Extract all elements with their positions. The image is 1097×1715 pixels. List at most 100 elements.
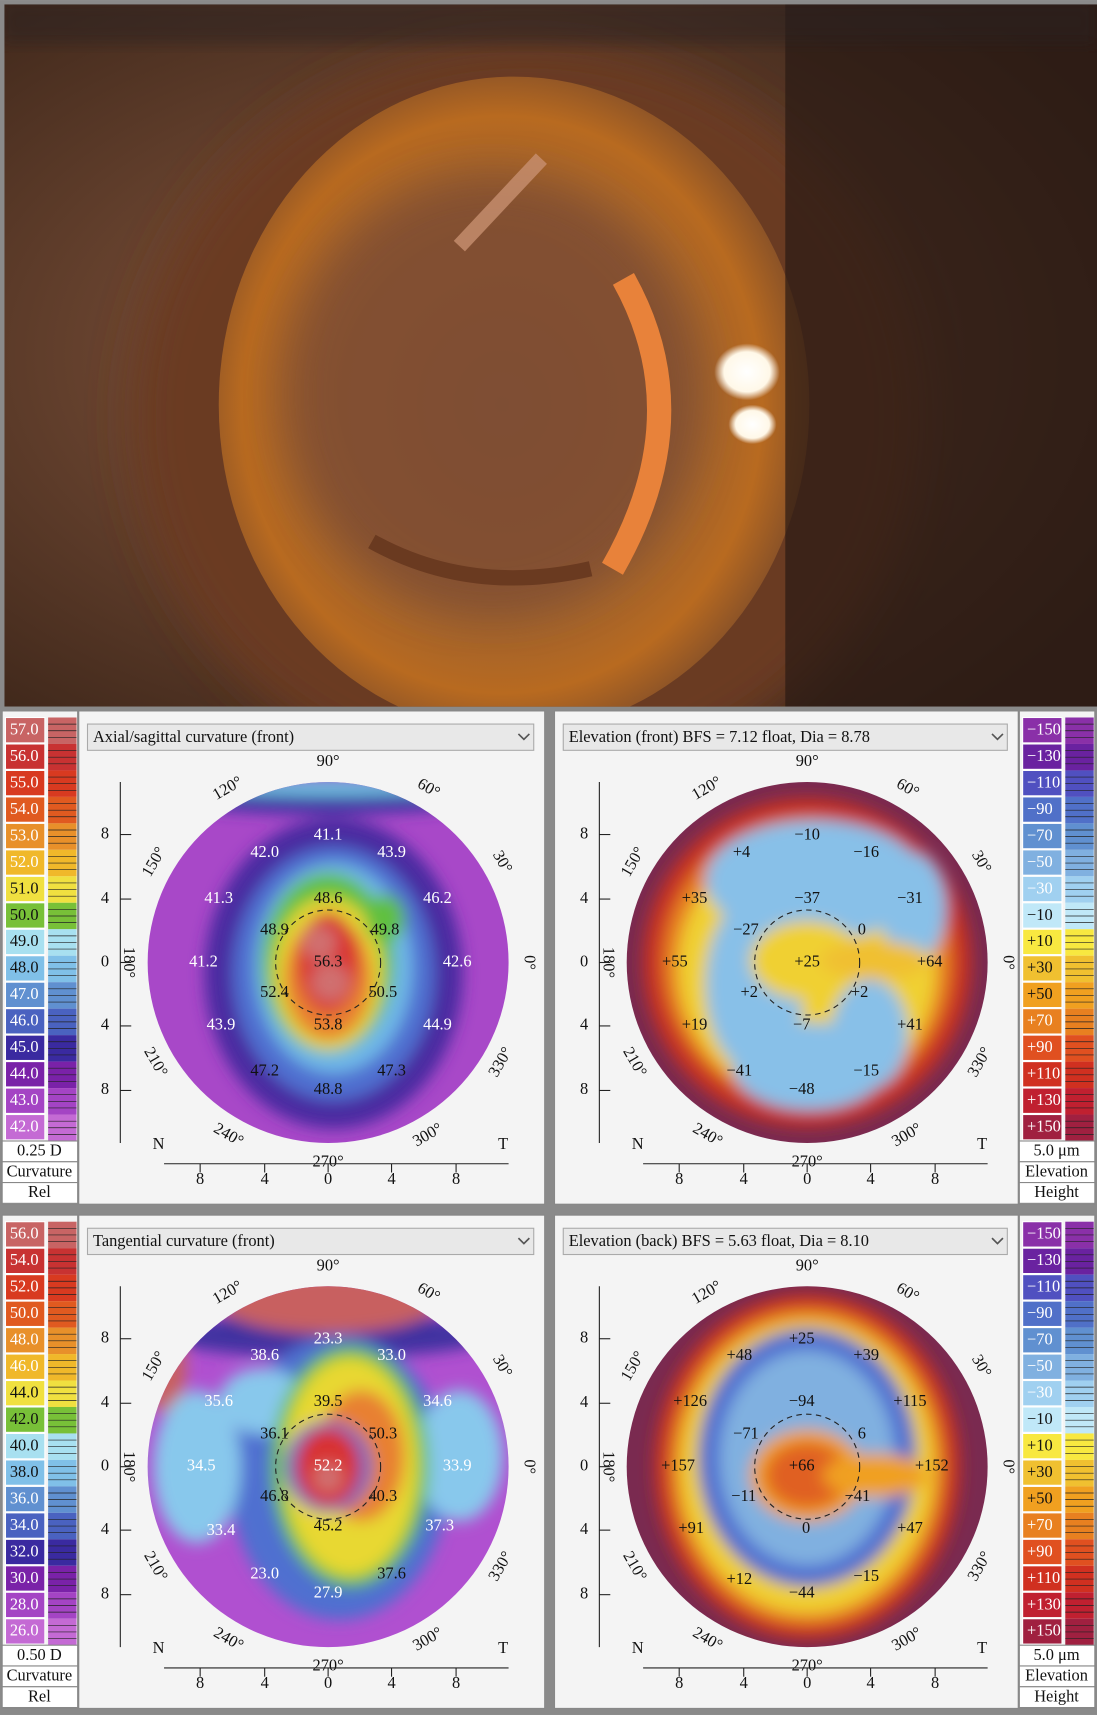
map-value: −15 — [853, 1566, 879, 1585]
nasal-label: N — [632, 1638, 644, 1657]
y-axis-label: 8 — [101, 1328, 109, 1347]
y-axis-label: 4 — [101, 1015, 109, 1034]
map-type-dropdown[interactable]: Elevation (back) BFS = 5.63 float, Dia =… — [563, 1228, 1007, 1254]
nasal-label: N — [153, 1638, 165, 1657]
x-axis-label: 0 — [803, 1673, 811, 1692]
map-value: 0 — [858, 920, 866, 939]
map-value: 23.0 — [250, 1564, 279, 1583]
map-value: −31 — [897, 888, 923, 907]
scale-label: 47.0 — [10, 984, 39, 1003]
scale-label: 28.0 — [10, 1594, 39, 1613]
scale-label: 44.0 — [10, 1383, 39, 1402]
scale-info: Curvature — [7, 1161, 73, 1180]
color-scale: −150−130−110−90−70−50−30−10+10+30+50+70+… — [1019, 711, 1094, 1204]
map-value: 47.2 — [250, 1061, 279, 1080]
scale-label: +90 — [1027, 1037, 1053, 1056]
scale-info: Rel — [28, 1686, 51, 1705]
scale-label: 32.0 — [10, 1541, 39, 1560]
map-value: −71 — [733, 1424, 759, 1443]
angle-label: 90° — [796, 1255, 819, 1274]
map-value: −48 — [789, 1079, 815, 1098]
nasal-label: N — [632, 1134, 644, 1153]
map-value: +25 — [794, 951, 820, 970]
scale-label: 40.0 — [10, 1435, 39, 1454]
panel: Elevation (back) BFS = 5.63 float, Dia =… — [555, 1215, 1095, 1708]
scale-label: 49.0 — [10, 931, 39, 950]
angle-label: 0° — [521, 1459, 540, 1474]
map-value: +55 — [662, 951, 688, 970]
scale-label: 55.0 — [10, 772, 39, 791]
map-value: 35.6 — [204, 1391, 233, 1410]
scale-label: 44.0 — [10, 1064, 39, 1083]
map-value: +2 — [740, 982, 757, 1001]
map-value: +91 — [678, 1518, 704, 1537]
scale-label: 50.0 — [10, 905, 39, 924]
y-axis-label: 8 — [580, 823, 588, 842]
scale-label: +130 — [1027, 1594, 1061, 1613]
dropdown-title: Tangential curvature (front) — [93, 1231, 275, 1250]
map-value: 42.0 — [250, 842, 279, 861]
dropdown-title: Axial/sagittal curvature (front) — [93, 727, 294, 746]
map-value: +4 — [733, 842, 750, 861]
map-value: −7 — [793, 1015, 810, 1034]
map-type-dropdown[interactable]: Axial/sagittal curvature (front) — [87, 724, 533, 750]
panel: Axial/sagittal curvature (front)41.142.0… — [2, 711, 544, 1204]
y-axis-label: 4 — [580, 1015, 588, 1034]
panel: Elevation (front) BFS = 7.12 float, Dia … — [555, 711, 1095, 1204]
map-value: 34.6 — [423, 1391, 452, 1410]
scale-label: +10 — [1027, 931, 1053, 950]
map-value: −16 — [853, 842, 879, 861]
scale-label: 54.0 — [10, 1250, 39, 1269]
map-type-dropdown[interactable]: Tangential curvature (front) — [87, 1228, 533, 1254]
temporal-label: T — [498, 1638, 508, 1657]
scale-label: −90 — [1027, 799, 1053, 818]
map-value: 34.5 — [187, 1455, 216, 1474]
map-value: −15 — [853, 1061, 879, 1080]
scale-label: 52.0 — [10, 852, 39, 871]
scale-label: −50 — [1027, 1356, 1053, 1375]
scale-label: −150 — [1027, 720, 1061, 739]
map-value: 39.5 — [314, 1391, 343, 1410]
scale-info: 0.50 D — [17, 1645, 62, 1664]
scale-label: +70 — [1027, 1515, 1053, 1534]
x-axis-label: 4 — [261, 1673, 269, 1692]
scale-label: 45.0 — [10, 1037, 39, 1056]
map-value: 41.3 — [204, 888, 233, 907]
map-value: +47 — [897, 1518, 923, 1537]
map-value: 48.9 — [260, 920, 289, 939]
scale-label: 54.0 — [10, 799, 39, 818]
scale-label: −70 — [1027, 1330, 1053, 1349]
map-value: 33.4 — [207, 1520, 236, 1539]
scale-label: 30.0 — [10, 1568, 39, 1587]
panel: Tangential curvature (front)23.338.633.0… — [2, 1215, 544, 1708]
map-value: +157 — [661, 1455, 695, 1474]
y-axis-label: 0 — [101, 1455, 109, 1474]
angle-label: 0° — [1000, 1459, 1019, 1474]
scale-info: 5.0 μm — [1033, 1141, 1079, 1160]
y-axis-label: 8 — [580, 1583, 588, 1602]
color-scale: −150−130−110−90−70−50−30−10+10+30+50+70+… — [1019, 1215, 1094, 1708]
y-axis-label: 4 — [101, 1392, 109, 1411]
map-value: 33.9 — [443, 1455, 472, 1474]
x-axis-label: 4 — [387, 1673, 395, 1692]
x-axis-label: 4 — [866, 1169, 874, 1188]
scale-label: 57.0 — [10, 720, 39, 739]
map-value: 0 — [802, 1518, 810, 1537]
scale-label: +30 — [1027, 958, 1053, 977]
map-type-dropdown[interactable]: Elevation (front) BFS = 7.12 float, Dia … — [563, 724, 1007, 750]
map-value: 43.9 — [207, 1015, 236, 1034]
map-value: 37.3 — [425, 1516, 454, 1535]
nasal-label: N — [153, 1134, 165, 1153]
y-axis-label: 8 — [101, 1079, 109, 1098]
map-value: +39 — [853, 1345, 879, 1364]
color-scale: 57.056.055.054.053.052.051.050.049.048.0… — [2, 711, 77, 1204]
scale-label: −90 — [1027, 1303, 1053, 1322]
scale-label: +90 — [1027, 1541, 1053, 1560]
scale-label: 51.0 — [10, 878, 39, 897]
scale-label: 26.0 — [10, 1621, 39, 1640]
scale-label: −50 — [1027, 852, 1053, 871]
x-axis-label: 0 — [803, 1169, 811, 1188]
map-value: +48 — [727, 1345, 753, 1364]
map-value: 49.8 — [371, 920, 400, 939]
map-value: 53.8 — [314, 1015, 343, 1034]
